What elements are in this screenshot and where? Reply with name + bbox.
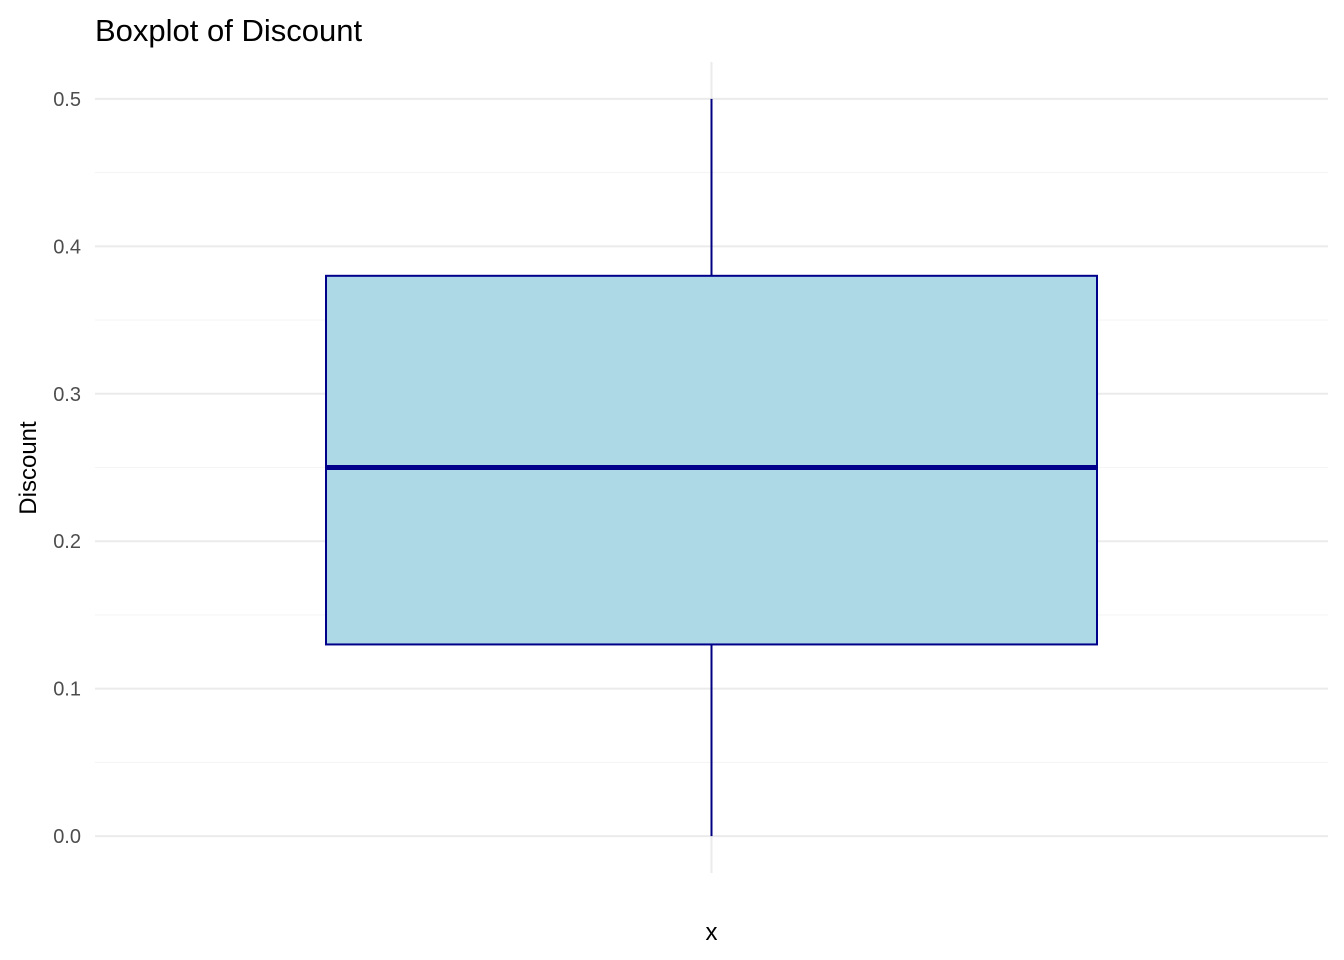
iqr-box xyxy=(325,274,1098,646)
y-tick-label: 0.4 xyxy=(53,236,81,258)
y-axis-title: Discount xyxy=(15,421,42,515)
plot-marks xyxy=(325,98,1098,837)
y-tick-label: 0.0 xyxy=(53,826,81,848)
y-tick-label: 0.2 xyxy=(53,531,81,553)
y-tick-label: 0.3 xyxy=(53,384,81,406)
y-tick-labels: 0.0 0.1 0.2 0.3 0.4 0.5 xyxy=(53,89,81,848)
x-axis-title: x xyxy=(706,919,718,946)
y-tick-label: 0.1 xyxy=(53,679,81,701)
chart-title: Boxplot of Discount xyxy=(95,13,362,48)
y-tick-label: 0.5 xyxy=(53,89,81,111)
